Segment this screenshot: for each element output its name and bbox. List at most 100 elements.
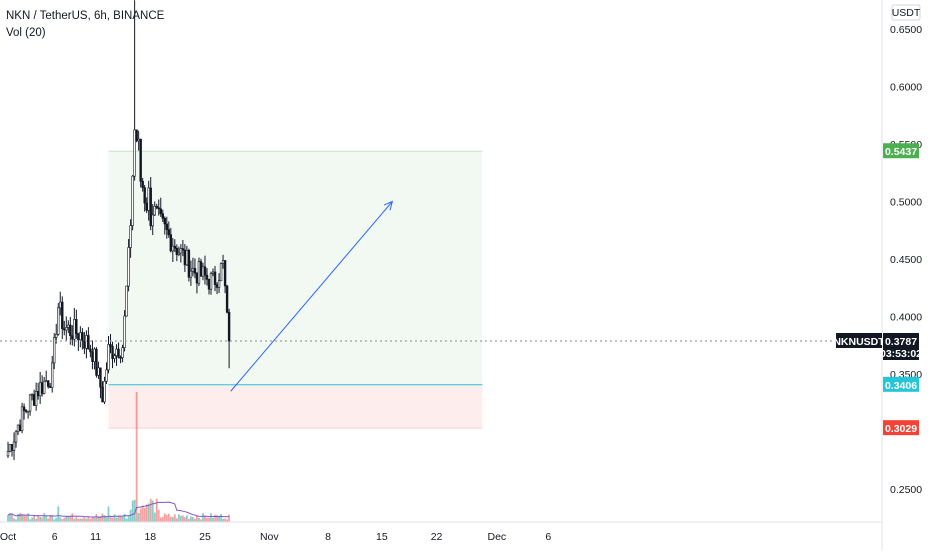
candle-body [26,410,30,413]
volume-bar [113,514,116,522]
chart-legend: NKN / TetherUS, 6h, BINANCE Vol (20) [6,8,164,42]
candle-body [77,333,80,341]
candle-body [57,307,60,335]
price-axis-panel[interactable] [882,0,932,550]
candle-body [127,247,130,287]
countdown-label: 03:53:02 [880,348,922,360]
candle-body [147,187,150,211]
volume-bar [13,518,15,522]
volume-bar [31,517,34,522]
y-tick-label: 0.4000 [890,312,922,324]
volume-bar [99,516,102,522]
volume-bar [9,513,11,522]
volume-bar [228,514,230,522]
volume-bar [55,517,58,522]
volume-bar [25,515,27,522]
volume-bar [59,517,62,522]
volume-bar [71,513,74,522]
candle-body [105,369,108,382]
candle-body [30,394,34,396]
candle-body [169,234,173,252]
candle-body [145,202,148,211]
candle-body [219,263,223,282]
candle-body [18,424,22,431]
candle-body [79,332,82,341]
candle-body [149,187,152,227]
volume-bar [177,514,180,522]
candle-body [215,284,219,288]
candle-body [209,273,213,290]
stop-price-tag [883,420,919,436]
volume-bar [129,509,132,522]
volume-bar [179,515,182,522]
y-tick-label: 0.2500 [890,484,922,496]
volume-bar [216,515,218,522]
last-price-tag [883,332,919,360]
volume-bar [139,508,142,522]
candle-body [91,351,94,362]
candle-body [189,270,193,278]
candle-body [65,327,68,331]
volume-bar [224,518,226,522]
loss-zone[interactable] [108,384,483,429]
candle-body [139,138,142,182]
candle-body [203,266,207,276]
x-tick-label: 15 [376,531,388,543]
candle-body [225,285,229,313]
candle-body [185,250,189,266]
candle-body [8,444,12,452]
candle-body [97,367,100,376]
symbol-title[interactable]: NKN / TetherUS, 6h, BINANCE [6,10,165,22]
projection-arrow-head [383,200,394,211]
candle-body [61,301,64,329]
volume-bar [196,516,198,522]
volume-bar [65,516,68,522]
candle-body [121,347,124,358]
symbol-tag [836,332,882,348]
volume-bar [202,513,204,522]
volume-bar [17,513,19,522]
candle-body [171,245,175,252]
volume-bar [183,517,186,522]
volume-bar [23,514,25,522]
candle-body [199,261,203,277]
volume-bar [206,517,208,522]
candle-body [161,213,164,219]
volume-bar [200,519,202,522]
candle-body [137,138,140,142]
volume-bar [188,518,190,522]
volume-bar [19,512,21,522]
volume-bar [47,518,50,522]
volume-bar [77,518,80,522]
candle-body [103,380,106,403]
candle-body [24,410,28,412]
volume-bar [83,517,86,522]
candle-body [55,334,58,338]
volume-bar [127,516,130,522]
last-price-tag-label: 0.3787 [885,336,917,348]
candle-body [107,344,110,371]
volume-bar [81,518,84,522]
profit-zone[interactable] [108,151,483,385]
candle-body [227,312,231,342]
volume-bar [63,517,66,522]
volume-bar [190,516,192,522]
currency-badge[interactable] [891,4,921,21]
candle-body [42,380,46,394]
volume-indicator-label[interactable]: Vol (20) [6,27,46,39]
volume-bar [137,512,140,522]
candle-body [181,248,185,251]
entry-price-tag-label: 0.3406 [885,380,917,392]
volume-bar [91,516,94,522]
target-price-tag-label: 0.5437 [885,146,917,158]
projection-arrow[interactable] [230,201,393,392]
candle-body [99,367,102,388]
volume-bar [61,519,64,522]
volume-bar [169,516,172,522]
volume-bar [161,516,164,522]
volume-bar [21,513,23,522]
candle-body [34,390,38,406]
candle-body [10,444,14,451]
